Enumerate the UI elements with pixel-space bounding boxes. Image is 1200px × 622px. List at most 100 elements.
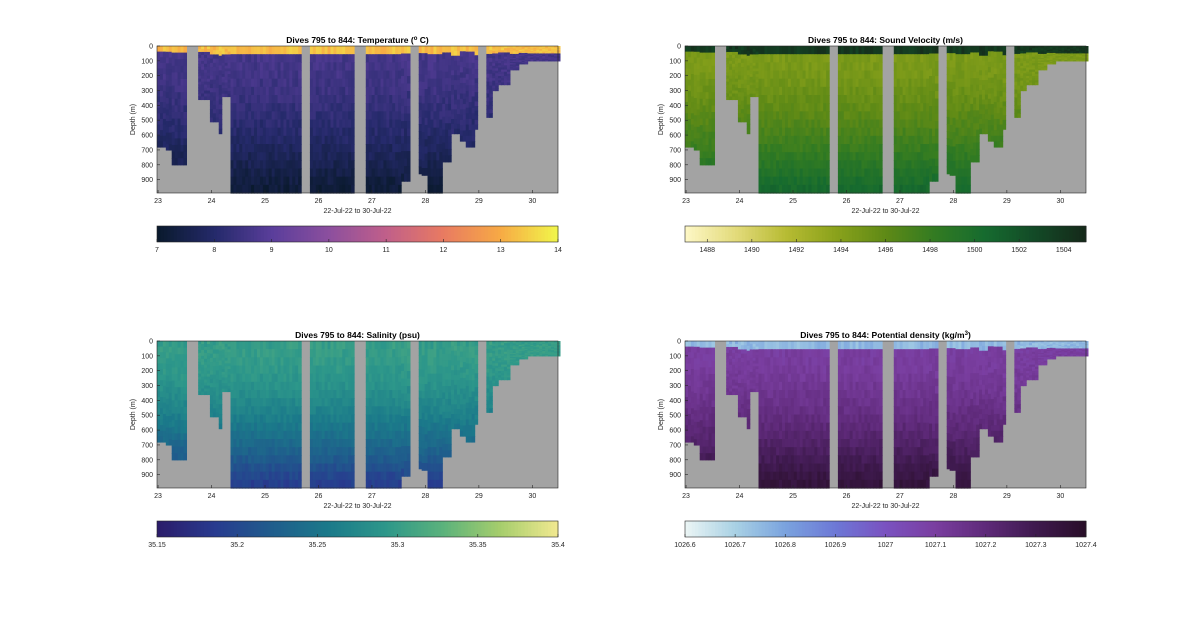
data-cell xyxy=(732,54,736,59)
data-cell xyxy=(271,152,276,161)
data-cell xyxy=(764,144,768,153)
data-cell xyxy=(1055,51,1060,54)
data-cell xyxy=(298,46,302,55)
data-cell xyxy=(770,54,774,63)
data-cell xyxy=(964,127,968,137)
data-cell xyxy=(239,86,243,96)
data-cell xyxy=(826,119,830,129)
data-cell xyxy=(436,160,440,170)
data-cell xyxy=(784,62,789,72)
data-column xyxy=(896,46,901,194)
data-cell xyxy=(867,127,871,137)
data-cell xyxy=(693,46,698,53)
data-cell xyxy=(934,91,939,100)
data-cell xyxy=(289,78,293,88)
data-cell xyxy=(159,46,164,53)
data-cell xyxy=(799,135,804,145)
data-cell xyxy=(817,184,821,194)
data-cell xyxy=(406,83,411,92)
data-cell xyxy=(902,127,907,137)
data-cell xyxy=(1081,53,1086,55)
data-cell xyxy=(454,60,458,67)
data-cell xyxy=(451,46,455,52)
data-cell xyxy=(183,105,188,113)
data-cell xyxy=(737,58,742,64)
data-cell xyxy=(165,392,170,400)
data-cell xyxy=(920,160,924,170)
data-cell xyxy=(805,103,810,112)
colorbar-segment xyxy=(855,226,860,242)
data-cell xyxy=(755,76,760,81)
data-cell xyxy=(392,103,396,112)
data-cell xyxy=(1076,51,1080,54)
colorbar-segment xyxy=(367,226,372,242)
data-cell xyxy=(811,62,815,72)
data-cell xyxy=(784,160,789,170)
data-cell xyxy=(687,57,692,64)
data-cell xyxy=(209,50,214,56)
data-cell xyxy=(162,408,167,415)
data-cell xyxy=(459,56,464,63)
data-cell xyxy=(445,129,449,137)
data-cell xyxy=(961,176,965,186)
data-cell xyxy=(879,62,883,72)
data-cell xyxy=(1046,61,1051,64)
colorbar-tick-label: 1500 xyxy=(967,247,983,254)
data-cell xyxy=(315,54,320,63)
colorbar-segment xyxy=(691,226,696,242)
data-cell xyxy=(693,138,698,145)
data-cell xyxy=(696,57,701,64)
data-cell xyxy=(1084,58,1089,60)
data-cell xyxy=(982,46,986,52)
data-cell xyxy=(729,48,733,53)
data-cell xyxy=(454,128,458,135)
data-cell xyxy=(987,119,992,126)
data-cell xyxy=(254,86,258,96)
colorbar-segment xyxy=(791,226,796,242)
data-cell xyxy=(459,135,464,142)
data-cell xyxy=(1043,55,1048,58)
data-cell xyxy=(1017,101,1021,106)
data-cell xyxy=(705,78,710,87)
colorbar-segment xyxy=(885,226,890,242)
data-cell xyxy=(1043,53,1048,56)
data-cell xyxy=(1017,97,1021,103)
data-cell xyxy=(996,113,1001,120)
data-cell xyxy=(861,95,865,104)
colorbar-segment xyxy=(888,226,893,242)
data-cell xyxy=(280,103,285,112)
data-cell xyxy=(776,160,780,170)
data-cell xyxy=(248,86,252,96)
data-cell xyxy=(726,66,730,71)
data-cell xyxy=(1043,51,1048,54)
data-cell xyxy=(996,46,1001,53)
data-cell xyxy=(1052,46,1057,49)
colorbar-segment xyxy=(1025,226,1030,242)
data-cell xyxy=(404,113,408,122)
data-cell xyxy=(430,168,435,178)
data-cell xyxy=(923,127,927,137)
data-cell xyxy=(1049,53,1054,56)
data-cell xyxy=(761,152,765,161)
data-cell xyxy=(248,70,252,80)
data-cell xyxy=(424,103,429,112)
data-cell xyxy=(418,88,423,97)
data-cell xyxy=(321,119,326,129)
data-cell xyxy=(958,95,963,104)
data-cell xyxy=(1002,78,1007,84)
x-tick-label: 23 xyxy=(682,198,690,205)
data-cell xyxy=(685,62,689,70)
data-cell xyxy=(793,86,798,96)
data-cell xyxy=(180,158,185,166)
data-cell xyxy=(436,78,440,88)
data-cell xyxy=(468,51,473,58)
data-column xyxy=(1067,46,1071,62)
colorbar-segment xyxy=(464,226,469,242)
data-cell xyxy=(348,86,352,96)
data-cell xyxy=(268,54,273,63)
data-cell xyxy=(212,100,217,106)
data-cell xyxy=(433,70,437,80)
data-cell xyxy=(277,111,282,121)
data-column xyxy=(242,46,246,194)
data-cell xyxy=(879,70,883,80)
